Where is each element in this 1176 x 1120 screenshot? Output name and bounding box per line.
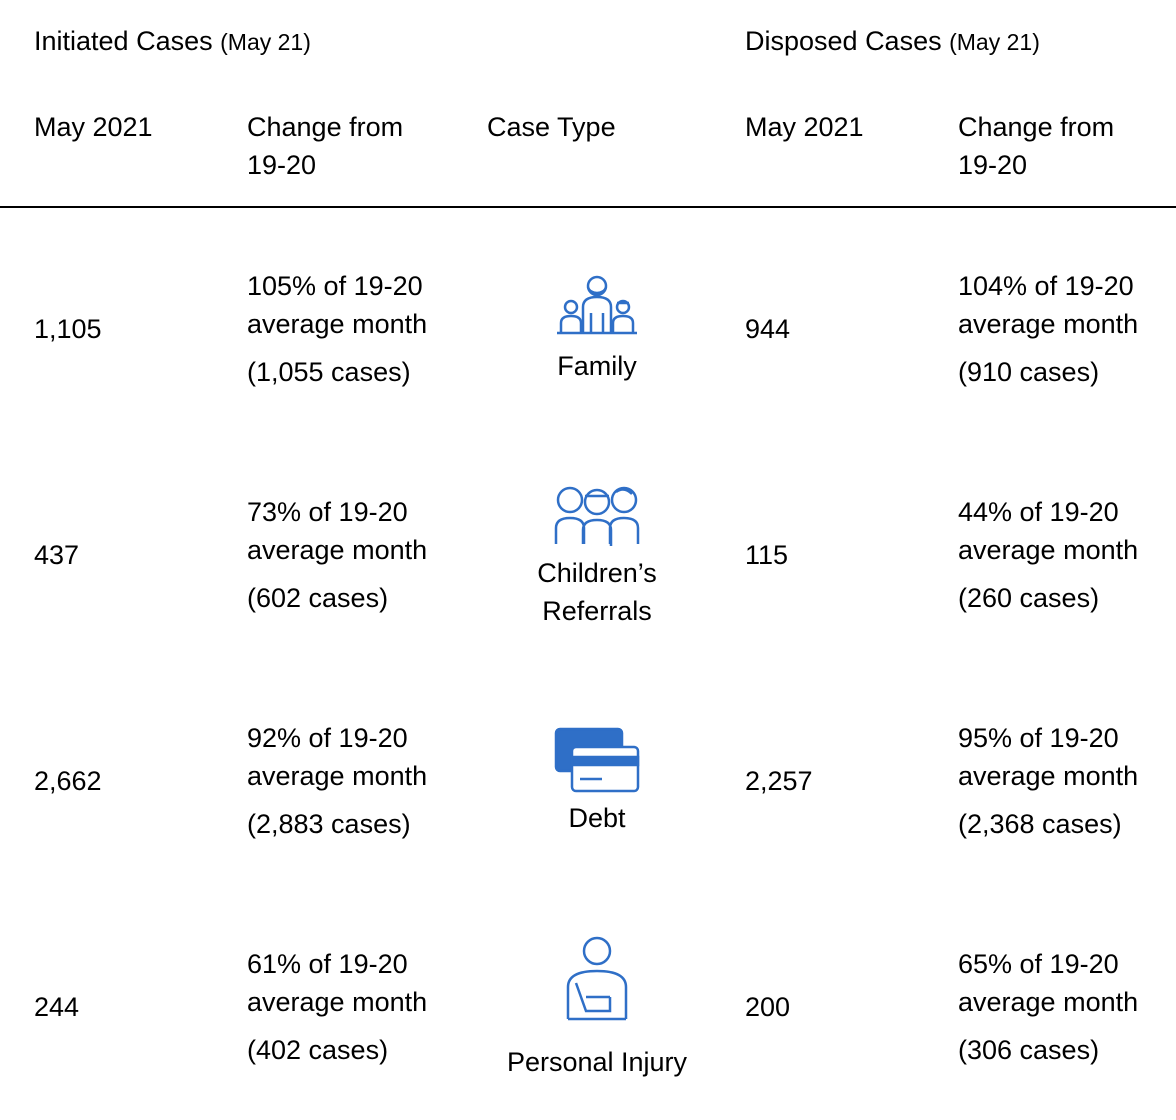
cell: 104% of 19-20 average month (910 cases) — [958, 216, 1176, 442]
initiated-header: Initiated Cases (May 21) — [34, 22, 311, 61]
case-icon — [562, 933, 632, 1023]
case-type: Children’s Referrals — [537, 558, 657, 626]
table-row: 437 73% of 19-20 average month (602 cases)… — [0, 442, 1176, 668]
disposed-average: (306 cases) — [958, 1035, 1100, 1065]
disposed-count: 2,257 — [745, 766, 813, 796]
cell: 437 — [34, 442, 224, 668]
cell: 105% of 19-20 average month (1,055 cases) — [247, 216, 443, 442]
disposed-change: 65% of 19-20 average month — [958, 949, 1139, 1017]
cell: 95% of 19-20 average month (2,368 cases) — [958, 668, 1176, 894]
cell: Children’s Referrals — [487, 442, 707, 668]
initiated-period: (May 21) — [220, 29, 311, 55]
cell: Personal Injury — [487, 894, 707, 1120]
case-type: Family — [557, 351, 637, 381]
column-header: May 2021 — [34, 112, 153, 142]
disposed-count: 115 — [745, 540, 789, 570]
disposed-average: (2,368 cases) — [958, 809, 1122, 839]
cell: 115 — [745, 442, 935, 668]
column-header: Change from 19-20 — [958, 112, 1115, 180]
column-header: Case Type — [487, 112, 616, 142]
disposed-title: Disposed Cases — [745, 26, 942, 56]
column-header: Change from 19-20 — [247, 112, 404, 180]
disposed-count: 944 — [745, 314, 791, 344]
header-rule — [0, 206, 1176, 208]
table-row: 2,662 92% of 19-20 average month (2,883 ca… — [0, 668, 1176, 894]
column-header: May 2021 — [745, 112, 864, 142]
disposed-change: 44% of 19-20 average month — [958, 497, 1139, 565]
case-icon — [552, 725, 642, 795]
initiated-count: 1,105 — [34, 314, 102, 344]
initiated-count: 244 — [34, 992, 80, 1022]
disposed-average: (260 cases) — [958, 583, 1100, 613]
initiated-change: 73% of 19-20 average month — [247, 497, 428, 565]
disposed-change: 95% of 19-20 average month — [958, 723, 1139, 791]
cell: 65% of 19-20 average month (306 cases) — [958, 894, 1176, 1120]
case-icon — [552, 480, 642, 550]
cell: Debt — [487, 668, 707, 894]
cell: 200 — [745, 894, 935, 1120]
cell: 61% of 19-20 average month (402 cases) — [247, 894, 443, 1120]
cell: 244 — [34, 894, 224, 1120]
cell: Family — [487, 216, 707, 442]
disposed-count: 200 — [745, 992, 791, 1022]
initiated-average: (602 cases) — [247, 583, 389, 613]
cell: 2,662 — [34, 668, 224, 894]
initiated-count: 2,662 — [34, 766, 102, 796]
initiated-title: Initiated Cases — [34, 26, 213, 56]
initiated-change: 105% of 19-20 average month — [247, 271, 428, 339]
table-row: 244 61% of 19-20 average month (402 cases)… — [0, 894, 1176, 1120]
cell: 92% of 19-20 average month (2,883 cases) — [247, 668, 443, 894]
case-icon — [555, 273, 639, 343]
initiated-change: 61% of 19-20 average month — [247, 949, 428, 1017]
initiated-average: (1,055 cases) — [247, 357, 411, 387]
table-row: 1,105 105% of 19-20 average month (1,055 c… — [0, 216, 1176, 442]
cell: 1,105 — [34, 216, 224, 442]
case-type: Debt — [568, 803, 626, 833]
initiated-change: 92% of 19-20 average month — [247, 723, 428, 791]
initiated-average: (402 cases) — [247, 1035, 389, 1065]
cell: 44% of 19-20 average month (260 cases) — [958, 442, 1176, 668]
case-type: Personal Injury — [506, 1047, 688, 1077]
cell: 2,257 — [745, 668, 935, 894]
initiated-average: (2,883 cases) — [247, 809, 411, 839]
disposed-period: (May 21) — [949, 29, 1040, 55]
disposed-change: 104% of 19-20 average month — [958, 271, 1139, 339]
initiated-count: 437 — [34, 540, 80, 570]
cell: 73% of 19-20 average month (602 cases) — [247, 442, 443, 668]
disposed-average: (910 cases) — [958, 357, 1100, 387]
cell: 944 — [745, 216, 935, 442]
disposed-header: Disposed Cases (May 21) — [745, 22, 1040, 61]
